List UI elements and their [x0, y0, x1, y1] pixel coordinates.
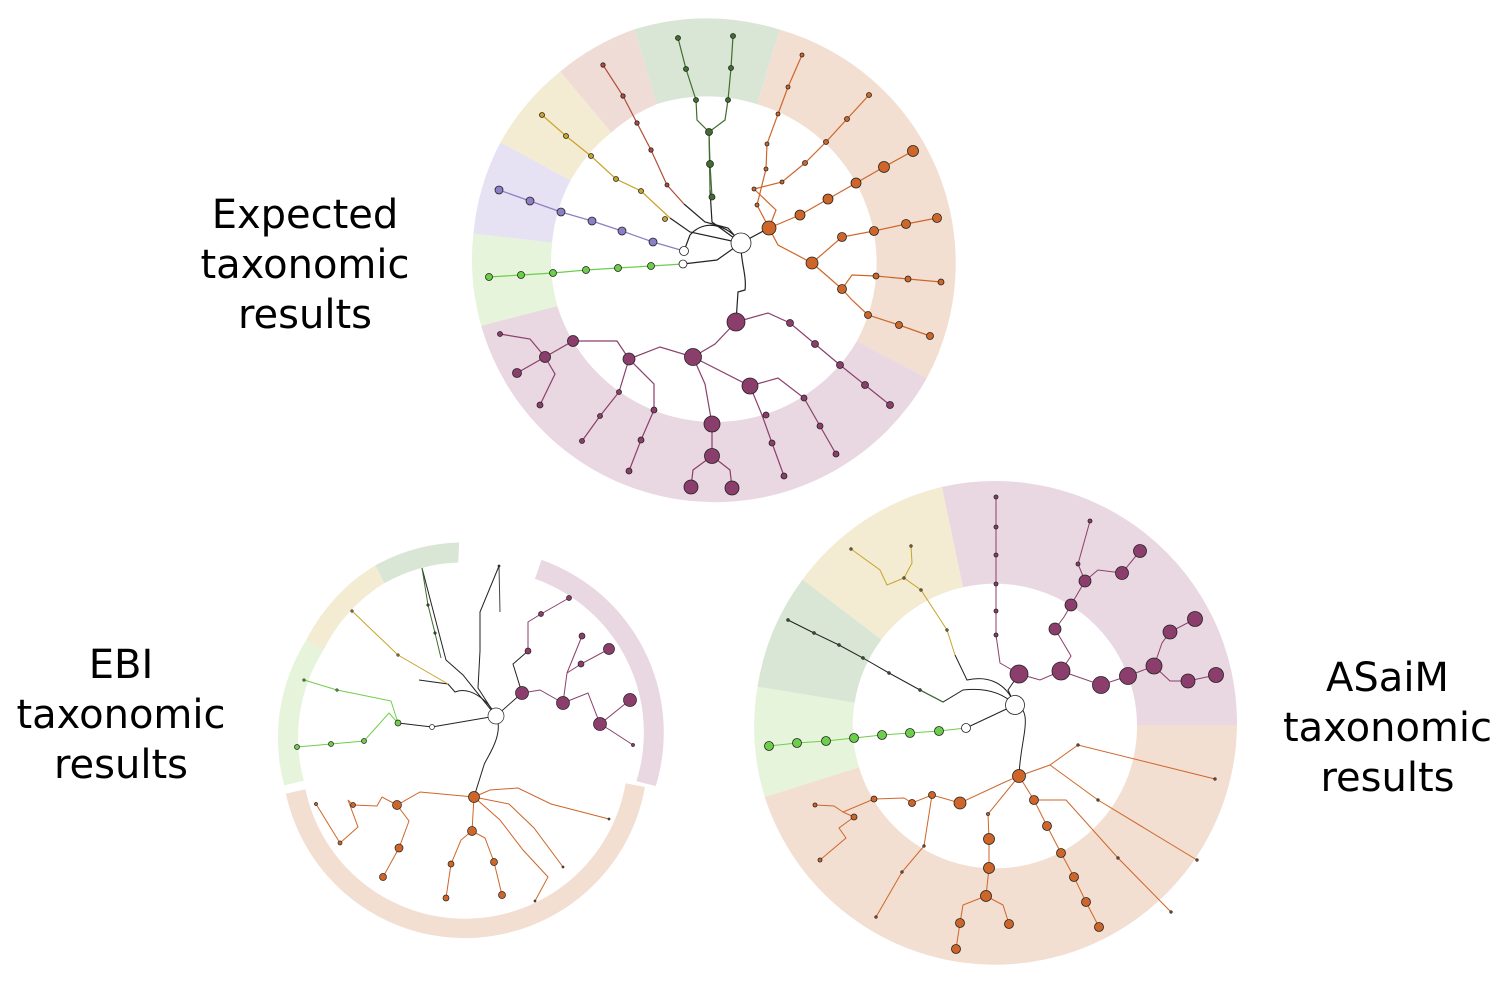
- band-yellow: [802, 486, 963, 640]
- label-line: EBI: [88, 642, 154, 688]
- band-darkgreen: [757, 579, 882, 703]
- asaim-nodes: [764, 494, 1224, 954]
- expected-clade-bands: [472, 18, 956, 503]
- band-yellow: [306, 565, 385, 651]
- band-darkgreen: [634, 18, 780, 105]
- expected-taxonomy-tree: [472, 18, 956, 503]
- ebi-taxonomic-results-label: EBI taxonomic results: [0, 640, 242, 790]
- label-line: results: [1320, 755, 1455, 801]
- band-lavender: [473, 142, 571, 243]
- band-yellow: [500, 71, 612, 181]
- label-line: results: [237, 292, 372, 338]
- band-darkgreen: [375, 542, 460, 584]
- label-line: ASaiM: [1326, 655, 1449, 701]
- band-red: [560, 29, 657, 133]
- expected-taxonomic-results-label: Expected taxonomic results: [175, 190, 435, 340]
- label-line: Expected: [211, 192, 399, 238]
- band-purple: [481, 306, 927, 503]
- label-line: taxonomic: [1282, 705, 1492, 751]
- ebi-nodes: [294, 564, 637, 903]
- label-line: results: [53, 742, 188, 788]
- band-orange: [285, 783, 645, 939]
- ebi-branches: [296, 565, 634, 902]
- band-orange: [757, 29, 956, 378]
- band-purple: [941, 480, 1238, 725]
- asaim-taxonomic-results-label: ASaiM taxonomic results: [1270, 653, 1505, 803]
- label-line: taxonomic: [200, 242, 410, 288]
- ebi-taxonomy-tree: [277, 542, 664, 939]
- band-green: [472, 233, 558, 326]
- band-purple: [534, 559, 664, 786]
- band-green: [277, 640, 324, 786]
- ebi-clade-bands: [277, 542, 664, 939]
- asaim-taxonomy-tree: [754, 480, 1238, 965]
- label-line: taxonomic: [16, 692, 226, 738]
- expected-nodes: [485, 33, 945, 496]
